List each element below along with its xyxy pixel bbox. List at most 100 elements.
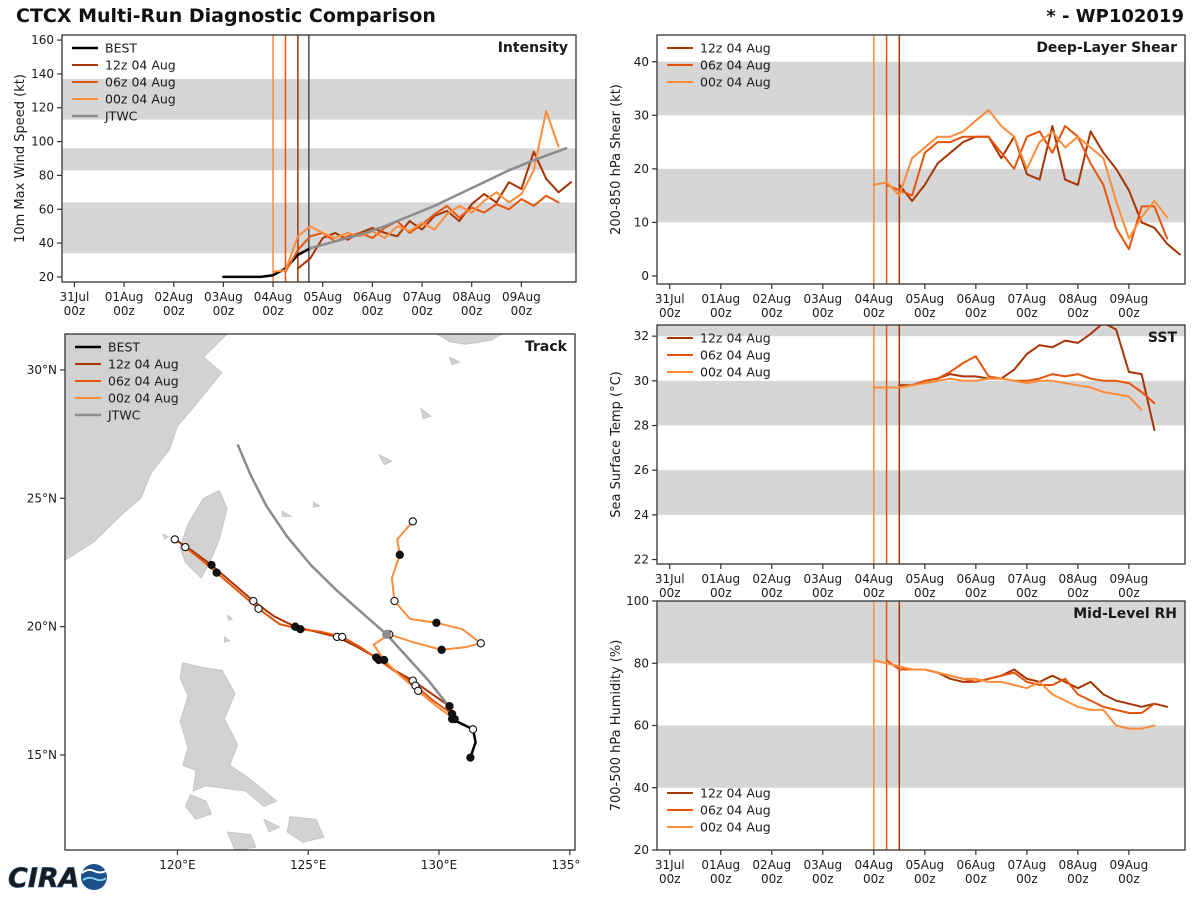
svg-text:0: 0 xyxy=(641,269,649,283)
svg-text:12z 04 Aug: 12z 04 Aug xyxy=(700,786,771,801)
svg-text:00z: 00z xyxy=(163,304,185,318)
svg-text:00z: 00z xyxy=(1067,306,1089,320)
svg-text:BEST: BEST xyxy=(105,41,137,56)
track-map: Track 15°N 20°N 25°N 30°N 120°E 125°E 130°E 135°… xyxy=(12,324,588,894)
svg-text:00z: 00z xyxy=(1118,872,1140,886)
svg-text:JTWC: JTWC xyxy=(107,408,141,423)
svg-text:12z 04 Aug: 12z 04 Aug xyxy=(105,58,176,73)
svg-text:15°N: 15°N xyxy=(27,748,57,762)
svg-text:08Aug: 08Aug xyxy=(1059,292,1098,306)
svg-text:200-850 hPa Shear (kt): 200-850 hPa Shear (kt) xyxy=(609,84,624,235)
svg-text:Deep-Layer Shear: Deep-Layer Shear xyxy=(1036,40,1177,56)
svg-text:01Aug: 01Aug xyxy=(701,858,740,872)
svg-text:00z: 00z xyxy=(659,872,681,886)
svg-text:07Aug: 07Aug xyxy=(1008,858,1047,872)
svg-text:06Aug: 06Aug xyxy=(956,292,995,306)
svg-text:00z: 00z xyxy=(113,304,135,318)
svg-text:00z: 00z xyxy=(1016,872,1038,886)
svg-text:05Aug: 05Aug xyxy=(905,572,944,586)
svg-text:00z: 00z xyxy=(863,306,885,320)
svg-text:Sea Surface Temp (°C): Sea Surface Temp (°C) xyxy=(609,371,624,518)
svg-text:160: 160 xyxy=(31,33,54,47)
svg-text:25°N: 25°N xyxy=(27,491,57,505)
svg-text:00z 04 Aug: 00z 04 Aug xyxy=(700,75,771,90)
intensity-chart: Intensity 20 40 60 80 100 120 140 160 31Jul 00z 01A… xyxy=(12,26,580,324)
svg-text:00z: 00z xyxy=(761,306,783,320)
svg-text:130°E: 130°E xyxy=(421,858,458,872)
svg-text:00z: 00z xyxy=(914,306,936,320)
svg-text:04Aug: 04Aug xyxy=(854,858,893,872)
svg-text:40: 40 xyxy=(634,55,649,69)
svg-text:80: 80 xyxy=(634,656,649,670)
svg-text:31Jul: 31Jul xyxy=(655,292,685,306)
svg-text:08Aug: 08Aug xyxy=(1059,858,1098,872)
svg-text:30°N: 30°N xyxy=(27,363,57,377)
svg-text:02Aug: 02Aug xyxy=(752,858,791,872)
shear-chart: Deep-Layer Shear 0 10 20 30 40 31Jul 00z 01Aug 00… xyxy=(608,26,1192,328)
svg-text:BEST: BEST xyxy=(108,340,140,355)
svg-text:135°E: 135°E xyxy=(552,858,580,872)
svg-text:06Aug: 06Aug xyxy=(956,858,995,872)
svg-text:00z: 00z xyxy=(659,306,681,320)
globe-wave-icon xyxy=(81,868,107,874)
svg-text:40: 40 xyxy=(39,236,54,250)
svg-text:00z: 00z xyxy=(710,586,732,600)
svg-text:00z: 00z xyxy=(761,586,783,600)
svg-text:00z: 00z xyxy=(914,872,936,886)
svg-text:00z: 00z xyxy=(1016,586,1038,600)
humidity-chart: Mid-Level RH 20 40 60 80 100 31Jul 00z 01Aug 00z 0… xyxy=(608,592,1192,894)
svg-text:00z: 00z xyxy=(362,304,384,318)
svg-text:02Aug: 02Aug xyxy=(752,572,791,586)
svg-text:700-500 hPa Humidity (%): 700-500 hPa Humidity (%) xyxy=(609,640,624,812)
track-map-svg: Track 15°N 20°N 25°N 30°N 120°E 125°E 130°E 135°… xyxy=(27,333,588,872)
svg-text:00z 04 Aug: 00z 04 Aug xyxy=(105,92,176,107)
svg-text:03Aug: 03Aug xyxy=(803,292,842,306)
svg-text:100: 100 xyxy=(626,594,649,608)
svg-text:00z: 00z xyxy=(965,306,987,320)
svg-text:60: 60 xyxy=(39,202,54,216)
svg-text:00z: 00z xyxy=(511,304,533,318)
shear-plot-svg: Deep-Layer Shear01020304031Jul00z01Aug00… xyxy=(609,34,1186,320)
svg-text:06Aug: 06Aug xyxy=(956,572,995,586)
svg-text:05Aug: 05Aug xyxy=(303,290,342,304)
svg-text:01Aug: 01Aug xyxy=(701,572,740,586)
svg-text:05Aug: 05Aug xyxy=(905,858,944,872)
svg-text:26: 26 xyxy=(634,463,649,477)
svg-text:00z: 00z xyxy=(761,872,783,886)
svg-text:00z: 00z xyxy=(461,304,483,318)
cira-globe-icon xyxy=(81,864,107,890)
svg-text:00z: 00z xyxy=(1067,872,1089,886)
svg-text:00z: 00z xyxy=(812,306,834,320)
svg-text:00z: 00z xyxy=(1067,586,1089,600)
svg-text:SST: SST xyxy=(1148,330,1178,346)
svg-text:00z: 00z xyxy=(914,586,936,600)
svg-text:06z 04 Aug: 06z 04 Aug xyxy=(700,58,771,73)
svg-text:00z: 00z xyxy=(710,872,732,886)
svg-text:04Aug: 04Aug xyxy=(854,572,893,586)
svg-text:20°N: 20°N xyxy=(27,620,57,634)
svg-text:00z: 00z xyxy=(213,304,235,318)
svg-text:31Jul: 31Jul xyxy=(655,572,685,586)
rh-plot-svg: Mid-Level RH2040608010031Jul00z01Aug00z0… xyxy=(609,594,1186,886)
svg-text:00z: 00z xyxy=(965,872,987,886)
svg-text:20: 20 xyxy=(39,270,54,284)
svg-text:00z: 00z xyxy=(312,304,334,318)
svg-text:120: 120 xyxy=(31,101,54,115)
svg-text:00z 04 Aug: 00z 04 Aug xyxy=(108,391,179,406)
svg-text:09Aug: 09Aug xyxy=(1110,858,1149,872)
svg-text:24: 24 xyxy=(634,508,649,522)
svg-text:00z: 00z xyxy=(812,872,834,886)
svg-text:00z: 00z xyxy=(710,306,732,320)
svg-text:00z 04 Aug: 00z 04 Aug xyxy=(700,820,771,835)
svg-text:JTWC: JTWC xyxy=(104,109,138,124)
svg-text:09Aug: 09Aug xyxy=(1110,572,1149,586)
svg-text:00z: 00z xyxy=(659,586,681,600)
svg-text:12z 04 Aug: 12z 04 Aug xyxy=(700,331,771,346)
svg-text:30: 30 xyxy=(634,374,649,388)
svg-text:07Aug: 07Aug xyxy=(1008,292,1047,306)
svg-text:01Aug: 01Aug xyxy=(105,290,144,304)
svg-text:100: 100 xyxy=(31,135,54,149)
svg-text:09Aug: 09Aug xyxy=(1110,292,1149,306)
svg-text:00z 04 Aug: 00z 04 Aug xyxy=(700,365,771,380)
